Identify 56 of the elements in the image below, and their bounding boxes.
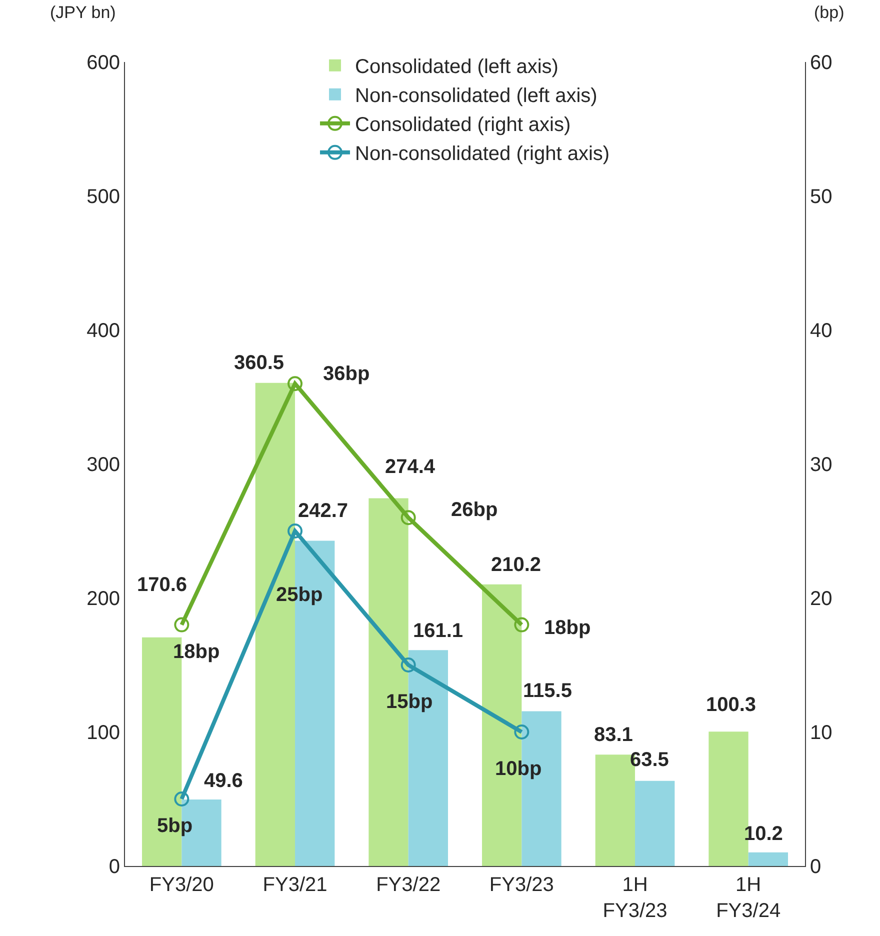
data-label: 36bp	[323, 363, 370, 385]
data-label: 161.1	[413, 620, 464, 642]
data-label: 100.3	[706, 694, 756, 716]
data-label: 26bp	[451, 499, 498, 521]
y-axis-title: (JPY bn)	[50, 3, 116, 22]
x-tick-label: FY3/21	[262, 874, 328, 896]
point	[288, 376, 302, 392]
y2-tick-label: 10	[810, 722, 832, 744]
bar	[635, 780, 675, 866]
y-tick-label: 0	[108, 856, 120, 878]
legend-label: Non-consolidated (right axis)	[355, 143, 610, 166]
y-tick-label: 100	[86, 722, 120, 744]
y-tick-label: 400	[86, 320, 120, 342]
legend-label: Consolidated (right axis)	[355, 114, 571, 136]
data-label: 10.2	[744, 823, 783, 845]
data-label: 18bp	[173, 641, 220, 663]
y2-tick-label: 20	[810, 588, 832, 610]
point	[288, 524, 302, 538]
point	[174, 617, 190, 632]
y2-tick-label: 30	[810, 454, 832, 476]
data-label: 210.2	[491, 554, 542, 576]
y2-tick-label: 50	[810, 186, 832, 208]
y2-tick-label: 60	[810, 52, 832, 74]
legend-label: Consolidated (left axis)	[355, 56, 558, 78]
data-label: 170.6	[137, 574, 188, 596]
point	[400, 510, 416, 526]
point	[514, 617, 530, 632]
y-tick-label: 300	[86, 454, 120, 476]
data-label: 5bp	[157, 815, 193, 837]
data-label: 83.1	[594, 724, 633, 746]
data-label: 242.7	[298, 500, 348, 522]
y-tick-label: 600	[86, 52, 120, 74]
data-label: 115.5	[523, 680, 572, 702]
data-label: 274.4	[385, 456, 436, 478]
y-tick-label: 500	[86, 186, 120, 208]
x-tick-label: FY3/22	[376, 874, 441, 896]
data-label: 15bp	[386, 691, 433, 713]
data-label: 25bp	[276, 584, 323, 606]
y2-tick-label: 40	[810, 320, 832, 342]
x-tick-label: 1H FY3/23	[602, 874, 668, 922]
y2-tick-label: 0	[810, 856, 822, 878]
data-label: 360.5	[234, 352, 284, 374]
bar	[748, 852, 788, 866]
data-label: 10bp	[495, 758, 542, 780]
x-tick-label: FY3/23	[489, 874, 554, 896]
y-tick-label: 200	[86, 588, 120, 610]
data-label: 63.5	[630, 749, 669, 771]
data-label: 49.6	[204, 770, 243, 792]
x-tick-label: FY3/20	[149, 874, 214, 896]
y2-axis-title: (bp)	[814, 3, 844, 22]
data-label: 18bp	[544, 617, 591, 639]
point	[400, 658, 416, 672]
x-tick-label: 1H FY3/24	[716, 874, 781, 922]
point	[514, 724, 530, 740]
legend-label: Non-consolidated (left axis)	[355, 85, 598, 108]
point	[174, 792, 190, 806]
